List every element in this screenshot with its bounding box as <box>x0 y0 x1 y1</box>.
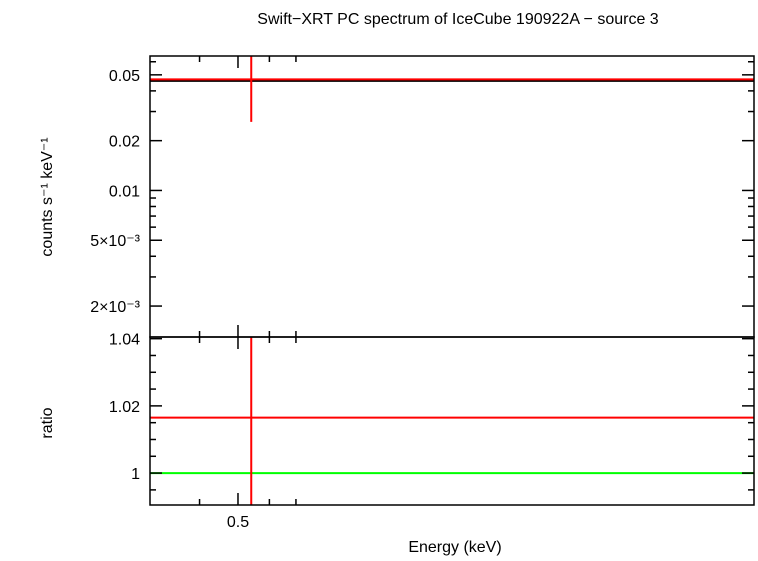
ratio-y-tick-label-1: 1.02 <box>109 399 140 416</box>
spectrum-y-tick-label-4: 2×10⁻³ <box>90 299 140 316</box>
spectrum-y-tick-label-3: 5×10⁻³ <box>90 233 140 250</box>
ratio-y-tick-label-2: 1 <box>131 466 140 483</box>
chart-title: Swift−XRT PC spectrum of IceCube 190922A… <box>257 11 659 28</box>
spectrum-y-tick-label-2: 0.01 <box>109 183 140 200</box>
spectrum-plot-frame <box>149 55 755 338</box>
spectrum-y-tick-label-0: 0.05 <box>109 68 140 85</box>
spectrum-y-tick-label-1: 0.02 <box>109 134 140 151</box>
spectrum-y-axis-label: counts s⁻¹ keV⁻¹ <box>39 137 56 256</box>
x-tick-label-0: 0.5 <box>227 514 249 531</box>
ratio-y-axis-label: ratio <box>39 407 56 438</box>
x-axis-label: Energy (keV) <box>408 539 501 556</box>
ratio-y-tick-label-0: 1.04 <box>109 332 140 349</box>
ratio-plot-frame <box>149 336 755 506</box>
